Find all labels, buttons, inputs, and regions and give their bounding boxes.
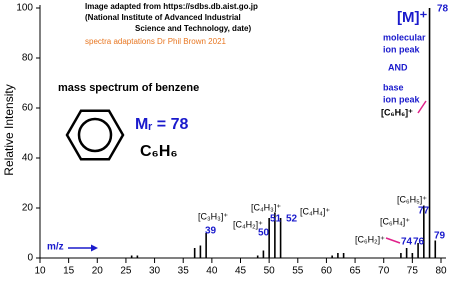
x-axis-label: m/z [47,242,64,253]
annotation: [C₆H₆]⁺ [381,107,413,117]
credit: (National Institute of Advanced Industri… [85,13,241,22]
adaptation: spectra adaptations Dr Phil Brown 2021 [85,37,227,46]
x-tick-label: 30 [149,266,161,277]
x-tick-label: 50 [264,266,276,277]
benzene-circle [77,117,113,153]
pointer [385,237,401,244]
x-tick-label: 40 [206,266,218,277]
x-tick-label: 75 [407,266,419,277]
x-tick-label: 55 [292,266,304,277]
x-tick-label: 45 [235,266,247,277]
y-tick-label: 20 [22,203,34,214]
annotation: ion peak [383,94,421,104]
y-axis-label: Relative Intensity [2,84,16,175]
molar-mass: Mᵣ = 78 [135,116,188,133]
annotation: 74 [401,237,413,248]
chart-title: mass spectrum of benzene [58,82,199,94]
annotation: [C₆H₄]⁺ [380,216,410,226]
y-tick-label: 60 [22,103,34,114]
annotation: [C₄H₄]⁺ [300,206,330,216]
pointer [417,100,427,114]
y-tick-label: 100 [16,3,33,14]
annotation: AND [388,62,408,72]
x-tick-label: 35 [178,266,190,277]
annotation: [C₄H₃]⁺ [251,202,281,212]
annotation: 39 [205,226,217,237]
annotation: 51 [270,214,282,225]
annotation: [C₄H₂]⁺ [233,219,263,229]
credit: Science and Technology, date) [135,24,252,33]
annotation: molecular [383,32,426,42]
annotation: [C₆H₂]⁺ [355,234,385,244]
x-tick-label: 80 [435,266,447,277]
arrow-head [91,244,98,252]
credit: Image adapted from https://sdbs.db.aist.… [85,2,258,11]
benzene-ring [65,109,125,161]
x-tick-label: 25 [120,266,132,277]
x-tick-label: 15 [63,266,75,277]
x-tick-label: 70 [378,266,390,277]
x-tick-label: 20 [92,266,104,277]
annotation: 79 [434,231,446,242]
annotation: 50 [258,228,270,239]
annotation: [M]⁺ [397,9,427,26]
annotation: ion peak [383,44,421,54]
annotation: 76 [413,237,425,248]
y-tick-label: 80 [22,53,34,64]
annotation: 52 [286,214,298,225]
x-tick-label: 65 [350,266,362,277]
annotation: [C₆H₅]⁺ [397,194,427,204]
x-tick-label: 10 [34,266,46,277]
annotation: [C₃H₃]⁺ [198,211,228,221]
formula: C₆H₆ [140,143,178,160]
annotation: 78 [437,4,449,15]
annotation: 77 [418,206,430,217]
annotation: base [383,82,404,92]
x-tick-label: 60 [321,266,333,277]
y-tick-label: 0 [27,253,33,264]
y-tick-label: 40 [22,153,34,164]
